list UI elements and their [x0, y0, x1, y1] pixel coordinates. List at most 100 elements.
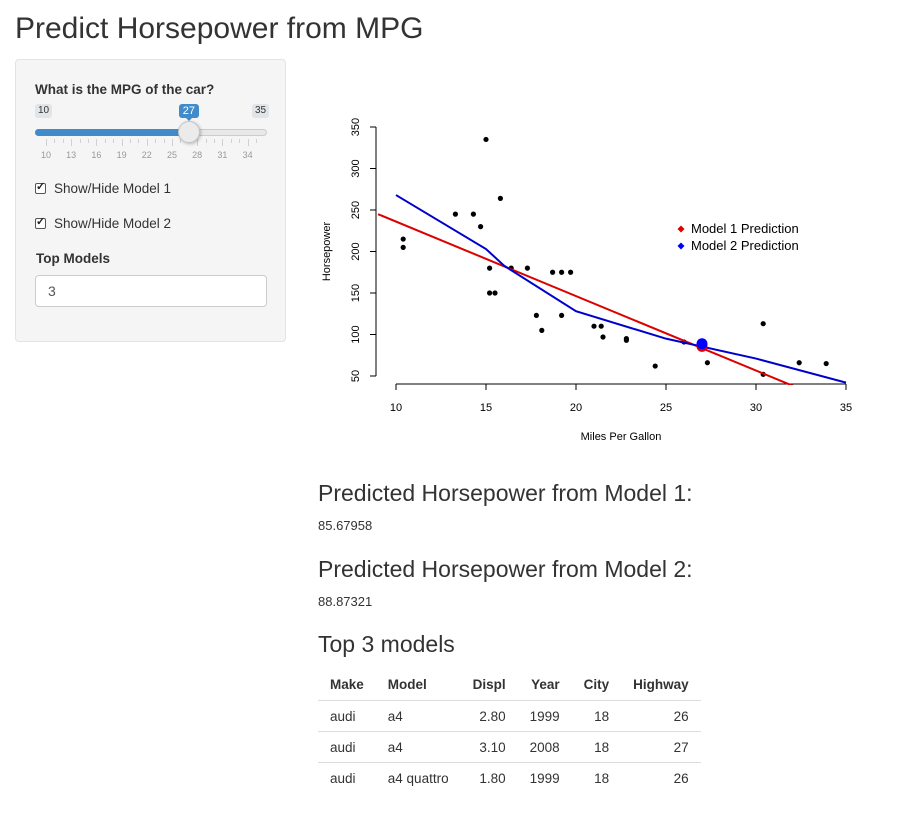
page-title: Predict Horsepower from MPG [15, 12, 424, 45]
table-cell: 1.80 [460, 762, 518, 793]
data-point [796, 360, 802, 366]
slider-grid-label: 19 [116, 150, 127, 160]
slider-grid-label: 13 [66, 150, 77, 160]
model1-line [377, 213, 794, 385]
x-tick-label: 10 [390, 402, 402, 414]
data-point [400, 244, 406, 250]
top-models-label: Top Models [36, 251, 110, 266]
data-point [487, 290, 493, 296]
y-tick-label: 350 [350, 118, 362, 136]
table-cell: audi [318, 762, 376, 793]
data-point [550, 269, 556, 275]
model2-prediction-point [696, 338, 708, 350]
y-tick-label: 300 [350, 159, 362, 177]
table-cell: 26 [621, 762, 701, 793]
slider-grid-label: 34 [242, 150, 253, 160]
slider-fill [35, 129, 189, 136]
x-tick-label: 30 [750, 402, 762, 414]
toggle-model1-label: Show/Hide Model 1 [54, 181, 172, 196]
col-header: Year [517, 668, 572, 701]
data-point [623, 336, 629, 342]
slider-tick [71, 139, 73, 146]
model2-value: 88.87321 [318, 594, 373, 609]
table-cell: 3.10 [460, 731, 518, 763]
data-point [470, 211, 476, 217]
plot-axes: 10 15 20 25 30 35 50 100 150 200 250 300 350 [350, 118, 852, 414]
model-lines [377, 194, 847, 385]
slider-grid-label: 10 [40, 150, 51, 160]
top-models-heading: Top 3 models [318, 631, 455, 657]
toggle-model1-checkbox[interactable]: Show/Hide Model 1 [35, 180, 172, 196]
slider-tick [113, 139, 115, 143]
data-point [652, 363, 658, 369]
slider-tick [138, 139, 140, 143]
slider-tick [155, 139, 157, 143]
slider-tick [62, 139, 64, 143]
x-tick-label: 20 [570, 402, 582, 414]
table-cell: 1999 [517, 700, 572, 732]
toggle-model2-checkbox[interactable]: Show/Hide Model 2 [35, 215, 172, 231]
data-point [452, 211, 458, 217]
table-cell: 18 [571, 700, 622, 732]
x-tick-label: 25 [660, 402, 672, 414]
x-tick-label: 15 [480, 402, 492, 414]
scatter-points [400, 136, 829, 377]
slider-tick [54, 139, 56, 143]
col-header: City [571, 668, 622, 701]
slider-tick [230, 139, 232, 143]
slider-tick [146, 139, 148, 146]
table-cell: 2008 [517, 731, 572, 763]
data-point [492, 290, 498, 296]
slider-grid-label: 31 [217, 150, 228, 160]
slider-tick [96, 139, 98, 146]
data-point [487, 265, 493, 271]
slider-tick [130, 139, 131, 143]
table-row: audi a4 quattro 1.80 1999 18 26 [318, 762, 701, 793]
legend-marker [677, 242, 685, 250]
x-axis-label: Miles Per Gallon [581, 431, 662, 443]
table-cell: a4 [375, 731, 461, 763]
top-models-table: Make Model Displ Year City Highway audi … [318, 668, 701, 793]
data-point [400, 236, 406, 242]
checkbox-checked-icon[interactable] [35, 215, 46, 229]
checkbox-checked-icon[interactable] [35, 180, 46, 194]
data-point [704, 360, 710, 366]
y-tick-label: 50 [350, 370, 362, 382]
data-point [559, 269, 565, 275]
model1-heading: Predicted Horsepower from Model 1: [318, 480, 693, 506]
slider-max-label: 35 [252, 104, 270, 118]
mpg-slider-label: What is the MPG of the car? [35, 82, 215, 97]
data-point [478, 224, 484, 230]
table-cell: 2.80 [460, 700, 518, 732]
table-cell: audi [318, 700, 376, 732]
slider-grid-label: 16 [91, 150, 102, 160]
data-point [533, 312, 539, 319]
horsepower-plot: 10 15 20 25 30 35 50 100 150 200 250 300 350 Model 1… [321, 118, 852, 443]
model2-heading: Predicted Horsepower from Model 2: [318, 556, 693, 582]
data-point [483, 136, 489, 143]
toggle-model2-label: Show/Hide Model 2 [54, 216, 172, 231]
slider-tick [172, 139, 173, 146]
col-header: Model [375, 668, 461, 701]
slider-tick [205, 139, 207, 143]
slider-grid-label: 25 [166, 150, 177, 160]
data-point [568, 269, 574, 275]
data-point [539, 327, 545, 333]
top-models-input[interactable] [35, 275, 267, 307]
slider-value-label: 27 [178, 104, 200, 121]
table-cell: 1999 [517, 762, 572, 793]
slider-tick [222, 139, 224, 146]
slider-tick [79, 139, 81, 143]
y-tick-label: 150 [350, 284, 362, 302]
data-point [591, 323, 597, 329]
slider-tick [180, 139, 182, 143]
y-tick-label: 200 [350, 242, 362, 260]
slider-handle[interactable] [177, 121, 200, 143]
slider-tick [197, 139, 199, 146]
table-row: audi a4 3.10 2008 18 27 [318, 731, 701, 763]
col-header: Displ [460, 668, 518, 701]
col-header: Make [318, 668, 376, 701]
y-tick-label: 250 [350, 201, 362, 219]
slider-tick [88, 139, 89, 143]
y-tick-label: 100 [350, 325, 362, 343]
